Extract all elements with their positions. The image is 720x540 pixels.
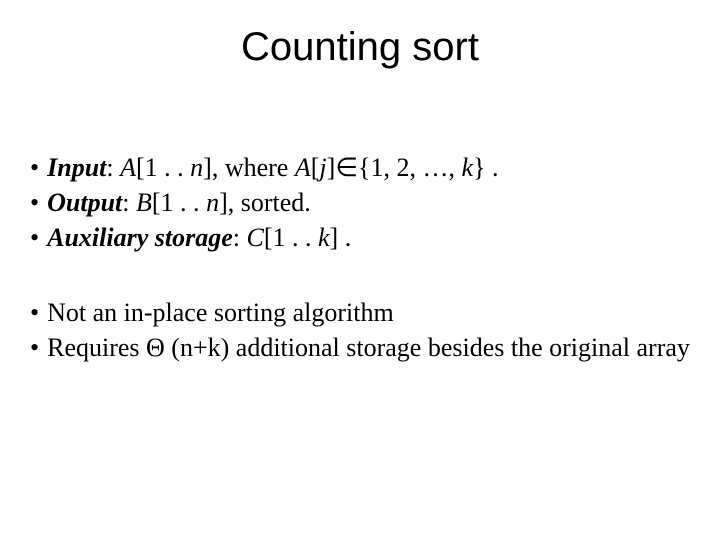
aux-line: • Auxiliary storage: C[1 . . k] . bbox=[30, 220, 690, 255]
var-a: A bbox=[120, 153, 136, 182]
aux-text: Auxiliary storage: C[1 . . k] . bbox=[47, 220, 351, 255]
t5: ]∈{1, 2, …, bbox=[327, 153, 462, 182]
note-inplace-line: • Not an in-place sorting algorithm bbox=[30, 295, 690, 330]
bullet-icon: • bbox=[30, 185, 39, 220]
t3c: ] . bbox=[330, 223, 352, 252]
t6: } . bbox=[473, 153, 498, 182]
slide-title: Counting sort bbox=[30, 25, 690, 70]
t2: [1 . . bbox=[136, 153, 190, 182]
output-text: Output: B[1 . . n], sorted. bbox=[47, 185, 311, 220]
input-label: Input bbox=[47, 153, 106, 182]
var-k2: k bbox=[318, 223, 330, 252]
var-c: C bbox=[246, 223, 263, 252]
var-n2: n bbox=[206, 188, 219, 217]
bullet-icon: • bbox=[30, 150, 39, 185]
t1c: : bbox=[233, 223, 247, 252]
input-text: Input: A[1 . . n], where A[j]∈{1, 2, …, … bbox=[47, 150, 498, 185]
bullet-icon: • bbox=[30, 220, 39, 255]
bullet-icon: • bbox=[30, 330, 39, 365]
t2c: [1 . . bbox=[264, 223, 318, 252]
var-k: k bbox=[461, 153, 473, 182]
var-n: n bbox=[190, 153, 203, 182]
output-line: • Output: B[1 . . n], sorted. bbox=[30, 185, 690, 220]
t1b: : bbox=[122, 188, 136, 217]
note-storage-line: • Requires Θ (n+k) additional storage be… bbox=[30, 330, 690, 365]
bullet-icon: • bbox=[30, 295, 39, 330]
var-j: j bbox=[319, 153, 326, 182]
input-line: • Input: A[1 . . n], where A[j]∈{1, 2, …… bbox=[30, 150, 690, 185]
definitions-block: • Input: A[1 . . n], where A[j]∈{1, 2, …… bbox=[30, 150, 690, 255]
aux-label: Auxiliary storage bbox=[47, 223, 233, 252]
t3: ], where bbox=[203, 153, 295, 182]
notes-block: • Not an in-place sorting algorithm • Re… bbox=[30, 295, 690, 365]
output-label: Output bbox=[47, 188, 122, 217]
t3b: ], sorted. bbox=[219, 188, 311, 217]
t1: : bbox=[106, 153, 120, 182]
note-inplace: Not an in-place sorting algorithm bbox=[47, 295, 394, 330]
t2b: [1 . . bbox=[152, 188, 206, 217]
var-a2: A bbox=[295, 153, 311, 182]
note-storage: Requires Θ (n+k) additional storage besi… bbox=[47, 330, 690, 365]
var-b: B bbox=[136, 188, 152, 217]
